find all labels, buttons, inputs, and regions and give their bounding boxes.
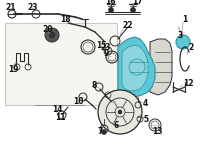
Text: 12: 12 xyxy=(183,80,194,88)
Polygon shape xyxy=(118,37,155,97)
Text: 23: 23 xyxy=(27,2,38,11)
Text: 23: 23 xyxy=(100,42,110,51)
Text: 22: 22 xyxy=(122,20,132,30)
Circle shape xyxy=(45,28,59,42)
Text: 8: 8 xyxy=(92,81,97,90)
Circle shape xyxy=(130,7,136,12)
Text: 20: 20 xyxy=(42,25,52,34)
Text: 9: 9 xyxy=(104,50,109,59)
Circle shape xyxy=(48,31,56,39)
Text: 17: 17 xyxy=(132,0,143,6)
Text: 14: 14 xyxy=(52,105,62,113)
Text: 2: 2 xyxy=(188,42,193,51)
Text: 6: 6 xyxy=(114,121,119,130)
Text: 13: 13 xyxy=(152,127,162,137)
Polygon shape xyxy=(150,39,172,95)
Text: 11: 11 xyxy=(55,112,66,122)
Text: 5: 5 xyxy=(143,115,148,123)
Text: 1: 1 xyxy=(182,15,187,25)
Circle shape xyxy=(108,7,114,12)
Circle shape xyxy=(176,35,190,49)
Text: 18: 18 xyxy=(60,15,71,24)
Text: 10: 10 xyxy=(73,96,84,106)
Polygon shape xyxy=(122,45,148,91)
FancyBboxPatch shape xyxy=(5,23,117,105)
Text: 7: 7 xyxy=(97,127,102,136)
Text: 19: 19 xyxy=(8,65,18,74)
Circle shape xyxy=(98,90,142,134)
Text: 4: 4 xyxy=(143,100,148,108)
Circle shape xyxy=(102,130,106,135)
Text: 15: 15 xyxy=(96,41,106,50)
Circle shape xyxy=(118,110,122,114)
Text: 21: 21 xyxy=(5,2,16,11)
Text: 16: 16 xyxy=(105,0,116,6)
Text: 3: 3 xyxy=(178,30,183,40)
